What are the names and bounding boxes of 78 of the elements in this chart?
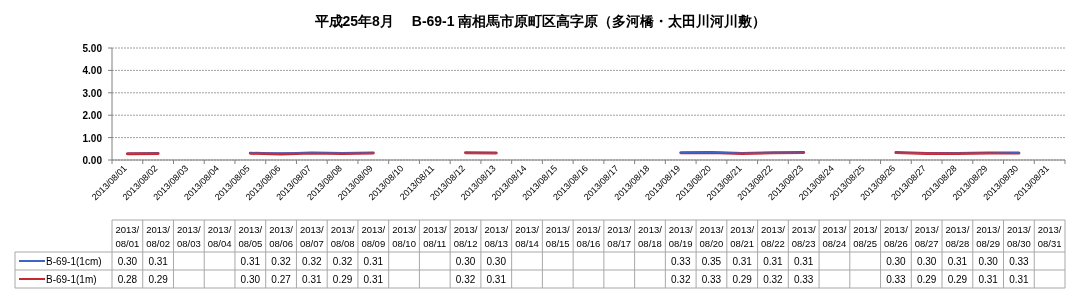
category-label: 2013/08/20	[699, 224, 724, 249]
data-label: 0.30	[916, 256, 937, 267]
category-label: 2013/08/17	[607, 224, 632, 249]
category-label: 2013/08/12	[453, 224, 478, 249]
data-label: 0.30	[486, 256, 507, 267]
data-label: 0.33	[670, 256, 691, 267]
category-label: 2013/08/30	[1007, 224, 1031, 249]
data-label: 0.31	[148, 256, 169, 267]
data-label: 0.28	[117, 274, 138, 285]
data-label: 0.30	[240, 274, 261, 285]
category-label: 2013/08/24	[822, 224, 847, 249]
data-label: 0.31	[793, 256, 814, 267]
category-label: 2013/08/11	[422, 224, 447, 249]
data-label: 0.29	[947, 274, 968, 285]
data-label: 0.32	[332, 256, 353, 267]
chart-title: 平成25年8月 B-69-1 南相馬市原町区高字原（多河橋・太田川河川敷）	[313, 13, 767, 29]
y-tick-label: 2.00	[82, 110, 103, 122]
data-label: 0.32	[670, 274, 691, 285]
data-label: 0.30	[886, 256, 907, 267]
data-label: 0.31	[732, 256, 753, 267]
data-label: 0.33	[793, 274, 814, 285]
data-label: 0.29	[916, 274, 937, 285]
y-tick-label: 0.00	[82, 155, 103, 166]
category-label: 2013/08/15	[545, 224, 570, 249]
category-label: 2013/08/21	[730, 224, 755, 249]
category-label: 2013/08/03	[176, 224, 201, 249]
category-label: 2013/08/26	[884, 224, 908, 249]
category-label: 2013/08/06	[269, 224, 293, 249]
y-tick-label: 4.00	[82, 65, 103, 77]
category-label: 2013/08/16	[576, 224, 601, 249]
data-label: 0.31	[978, 274, 999, 285]
data-label: 0.33	[1009, 256, 1030, 267]
data-label: 0.31	[1009, 274, 1030, 285]
data-label: 0.29	[332, 274, 353, 285]
category-label: 2013/08/18	[638, 224, 662, 249]
data-label: 0.29	[732, 274, 753, 285]
category-label: 2013/08/23	[791, 224, 816, 249]
data-label: 0.27	[271, 274, 292, 285]
data-label: 0.33	[886, 274, 907, 285]
category-label: 2013/08/19	[668, 224, 693, 249]
data-label: 0.30	[117, 256, 138, 267]
data-label: 0.35	[701, 256, 722, 267]
data-label: 0.30	[978, 256, 999, 267]
data-label: 0.31	[363, 256, 384, 267]
y-tick-label: 5.00	[82, 43, 103, 54]
category-label: 2013/08/05	[238, 224, 263, 249]
category-label: 2013/08/01	[115, 224, 140, 249]
data-label: 0.31	[486, 274, 507, 285]
category-label: 2013/08/28	[945, 224, 970, 249]
category-label: 2013/08/31	[1037, 224, 1062, 249]
data-label: 0.32	[271, 256, 292, 267]
category-label: 2013/08/08	[330, 224, 355, 249]
legend-label: B-69-1(1cm)	[46, 256, 102, 267]
category-label: 2013/08/27	[914, 224, 939, 249]
category-label: 2013/08/09	[361, 224, 386, 249]
category-label: 2013/08/25	[853, 224, 878, 249]
category-label: 2013/08/14	[515, 224, 539, 249]
data-label: 0.31	[363, 274, 384, 285]
legend-label: B-69-1(1m)	[46, 274, 97, 285]
data-label: 0.33	[701, 274, 722, 285]
category-label: 2013/08/10	[392, 224, 416, 249]
y-tick-label: 3.00	[82, 87, 103, 99]
category-label: 2013/08/13	[484, 224, 509, 249]
data-label: 0.31	[947, 256, 968, 267]
data-label: 0.31	[302, 274, 322, 285]
data-label: 0.32	[302, 256, 322, 267]
data-label: 0.31	[763, 256, 784, 267]
category-label: 2013/08/02	[146, 224, 170, 249]
data-label: 0.32	[763, 274, 784, 285]
category-label: 2013/08/04	[207, 224, 232, 249]
data-label: 0.32	[455, 274, 476, 285]
category-label: 2013/08/29	[976, 224, 1001, 249]
data-label: 0.31	[240, 256, 261, 267]
category-label: 2013/08/22	[761, 224, 785, 249]
data-label: 0.29	[148, 274, 169, 285]
data-label: 0.30	[455, 256, 476, 267]
category-label: 2013/08/07	[299, 224, 324, 249]
y-tick-label: 1.00	[82, 132, 103, 144]
